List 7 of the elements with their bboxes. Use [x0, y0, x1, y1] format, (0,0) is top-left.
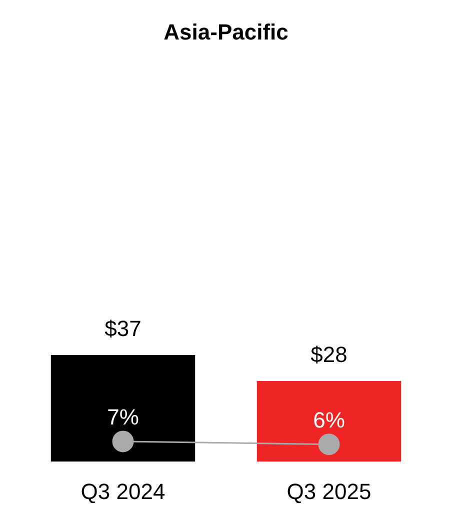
x-tick-label: Q3 2024 [80, 478, 166, 504]
x-tick-label: Q3 2025 [286, 478, 372, 504]
data-label: 7% [107, 404, 139, 430]
data-label: 6% [313, 407, 345, 432]
data-label: $28 [310, 342, 348, 368]
chart-title: Asia-Pacific [164, 19, 288, 44]
data-label: $37 [104, 316, 142, 342]
